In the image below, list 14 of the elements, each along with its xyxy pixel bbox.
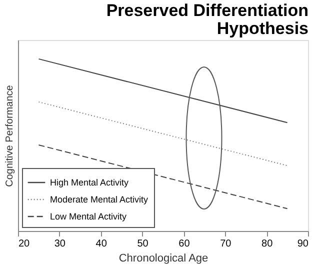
x-tick-label: 20 [18,238,30,250]
legend-label: Low Mental Activity [50,212,128,222]
x-axis-title: Chronological Age [118,252,208,264]
x-tick-label: 90 [297,238,309,250]
legend-label: High Mental Activity [50,178,130,188]
x-tick-label: 30 [54,238,66,250]
x-tick-label: 70 [220,238,232,250]
chart-title: Preserved Differentiation Hypothesis [106,1,308,38]
y-axis-title: Cognitive Performance [4,84,16,187]
x-tick-label: 40 [96,238,108,250]
x-tick-label: 80 [262,238,274,250]
x-tick-label: 60 [178,238,190,250]
legend-label: Moderate Mental Activity [50,194,149,204]
x-tick-label: 50 [137,238,149,250]
